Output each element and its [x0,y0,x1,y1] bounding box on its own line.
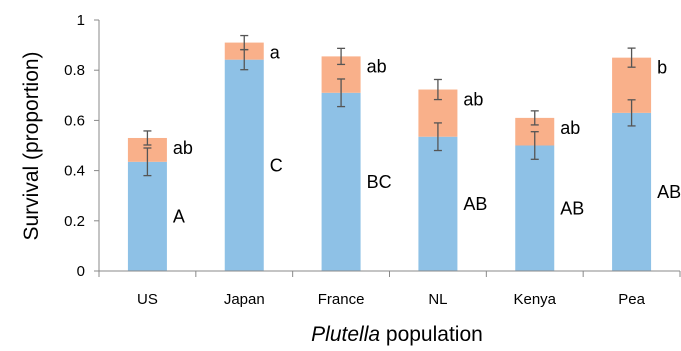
letter-upper: ab [173,138,193,158]
letter-lower: AB [463,194,487,214]
letter-lower: AB [560,198,584,218]
y-tick-label: 0.2 [64,213,85,230]
y-tick-label: 0.8 [64,62,85,79]
error-bar-upper [433,78,442,101]
x-axis-title-italic: Plutella [311,323,380,346]
letter-upper: ab [560,118,580,138]
bar-segment-lower [515,145,555,271]
letter-upper: b [657,58,667,78]
y-tick-label: 1 [77,12,85,29]
y-axis: 0 0.2 0.4 0.6 0.8 1 [64,12,100,280]
x-tick-label: Japan [224,291,265,308]
error-bars [143,34,636,177]
letter-upper: a [270,43,281,63]
bars [127,42,652,272]
x-tick-label: NL [428,291,447,308]
error-bar-upper [143,130,152,146]
letter-upper: ab [463,90,483,110]
error-bar-lower [627,99,636,127]
significance-letters: Aab Ca BC ab AB ab AB ab AB b [173,43,681,227]
error-bar-upper [530,110,539,126]
bar-segment-lower [612,112,652,272]
letter-lower: A [173,206,185,226]
letter-lower: BC [367,172,392,192]
bar-segment-lower [127,161,167,271]
error-bar-upper [337,47,346,66]
x-axis-title: Plutella population [311,323,483,346]
error-bar-lower [530,131,539,160]
x-axis-title-rest: population [380,323,483,346]
x-tick-label: France [318,291,365,308]
y-tick-label: 0 [77,263,85,280]
x-tick-label: US [137,291,158,308]
x-tick-label: Pea [618,291,645,308]
y-tick-label: 0.6 [64,112,85,129]
letter-lower: C [270,155,283,175]
error-bar-lower [337,78,346,108]
error-bar-upper [627,47,636,68]
bar-segment-lower [224,59,264,271]
error-bar-lower [433,122,442,152]
error-bar-upper [240,34,249,51]
bar-segment-lower [321,92,361,271]
error-bar-lower [143,147,152,177]
letter-lower: AB [657,182,681,202]
letter-upper: ab [367,56,387,76]
x-tick-label: Kenya [513,291,556,308]
bar-segment-lower [418,136,458,271]
y-axis-title: Survival (proportion) [20,51,43,240]
x-axis: US Japan France NL Kenya Pea [98,270,681,308]
y-tick-label: 0.4 [64,163,85,180]
